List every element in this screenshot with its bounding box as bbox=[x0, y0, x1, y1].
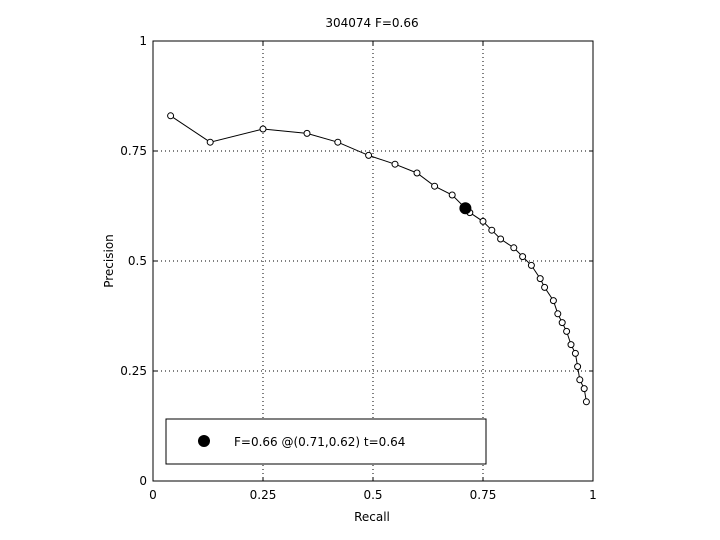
data-point bbox=[519, 253, 527, 261]
x-tick-label: 0.25 bbox=[250, 488, 277, 502]
data-point bbox=[571, 349, 579, 357]
y-tick-label: 0.75 bbox=[120, 144, 147, 158]
data-point bbox=[448, 191, 456, 199]
data-point bbox=[391, 160, 399, 168]
data-point bbox=[510, 244, 518, 252]
data-point bbox=[536, 275, 544, 283]
x-tick-label: 0.5 bbox=[363, 488, 382, 502]
data-point bbox=[334, 138, 342, 146]
legend-text: F=0.66 @(0.71,0.62) t=0.64 bbox=[234, 435, 405, 449]
data-point bbox=[541, 283, 549, 291]
data-point bbox=[479, 217, 487, 225]
y-tick-label: 1 bbox=[139, 34, 147, 48]
data-point bbox=[167, 112, 175, 120]
data-point bbox=[558, 319, 566, 327]
data-point bbox=[563, 327, 571, 335]
data-point bbox=[206, 138, 214, 146]
legend-marker bbox=[198, 435, 210, 447]
y-tick-label: 0.5 bbox=[128, 254, 147, 268]
x-tick-label: 0.75 bbox=[470, 488, 497, 502]
best-f-point bbox=[459, 202, 472, 215]
legend-box bbox=[165, 418, 487, 465]
x-tick-label: 1 bbox=[589, 488, 597, 502]
x-tick-label: 0 bbox=[149, 488, 157, 502]
grid-lines bbox=[153, 41, 593, 481]
data-point bbox=[567, 341, 575, 349]
data-point bbox=[580, 385, 588, 393]
data-point bbox=[576, 376, 584, 384]
data-point bbox=[303, 129, 311, 137]
data-point bbox=[259, 125, 267, 133]
data-point bbox=[574, 363, 582, 371]
y-axis-label: Precision bbox=[102, 234, 116, 288]
data-point bbox=[527, 261, 535, 269]
x-axis-label: Recall bbox=[354, 510, 390, 524]
data-point bbox=[413, 169, 421, 177]
chart-title: 304074 F=0.66 bbox=[325, 16, 418, 30]
y-tick-label: 0.25 bbox=[120, 364, 147, 378]
data-point bbox=[554, 310, 562, 318]
data-point bbox=[431, 182, 439, 190]
data-point bbox=[365, 151, 373, 159]
data-point bbox=[549, 297, 557, 305]
data-point bbox=[582, 398, 590, 406]
series-group bbox=[167, 112, 590, 406]
y-tick-label: 0 bbox=[139, 474, 147, 488]
legend: F=0.66 @(0.71,0.62) t=0.64 bbox=[165, 418, 487, 465]
data-point bbox=[497, 235, 505, 243]
axis-ticks: 0 0.25 0.5 0.75 1 0 0.25 0.5 0.75 1 bbox=[120, 34, 597, 502]
data-point bbox=[488, 226, 496, 234]
